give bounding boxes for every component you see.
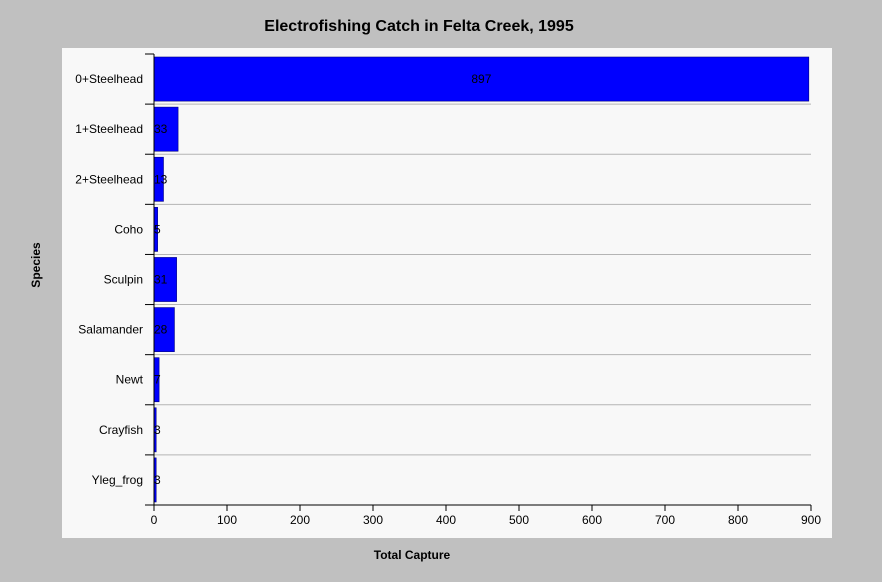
y-tick-label: 1+Steelhead bbox=[75, 122, 143, 136]
data-label: 31 bbox=[154, 273, 168, 287]
y-tick-label: 2+Steelhead bbox=[75, 172, 143, 186]
data-label: 28 bbox=[154, 323, 168, 337]
data-label: 3 bbox=[154, 473, 161, 487]
x-axis-label: Total Capture bbox=[373, 548, 451, 562]
y-tick-label: Yleg_frog bbox=[92, 473, 143, 487]
y-tick-label: Salamander bbox=[78, 323, 143, 337]
data-label: 897 bbox=[471, 72, 491, 86]
x-tick-label: 700 bbox=[655, 513, 675, 527]
y-tick-label: Newt bbox=[116, 373, 144, 387]
x-tick-label: 0 bbox=[151, 513, 158, 527]
data-label: 7 bbox=[154, 373, 161, 387]
y-tick-label: Coho bbox=[114, 222, 143, 236]
x-tick-label: 900 bbox=[801, 513, 821, 527]
chart-title: Electrofishing Catch in Felta Creek, 199… bbox=[264, 18, 574, 35]
x-tick-label: 400 bbox=[436, 513, 456, 527]
data-label: 33 bbox=[154, 122, 168, 136]
x-tick-label: 600 bbox=[582, 513, 602, 527]
y-tick-label: Sculpin bbox=[104, 273, 143, 287]
x-tick-label: 100 bbox=[217, 513, 237, 527]
data-label: 13 bbox=[154, 172, 168, 186]
data-label: 3 bbox=[154, 423, 161, 437]
data-label: 5 bbox=[154, 222, 161, 236]
x-tick-label: 300 bbox=[363, 513, 383, 527]
plot-panel bbox=[62, 48, 832, 538]
x-tick-label: 500 bbox=[509, 513, 529, 527]
x-tick-label: 800 bbox=[728, 513, 748, 527]
x-tick-label: 200 bbox=[290, 513, 310, 527]
y-tick-label: Crayfish bbox=[99, 423, 143, 437]
y-tick-label: 0+Steelhead bbox=[75, 72, 143, 86]
